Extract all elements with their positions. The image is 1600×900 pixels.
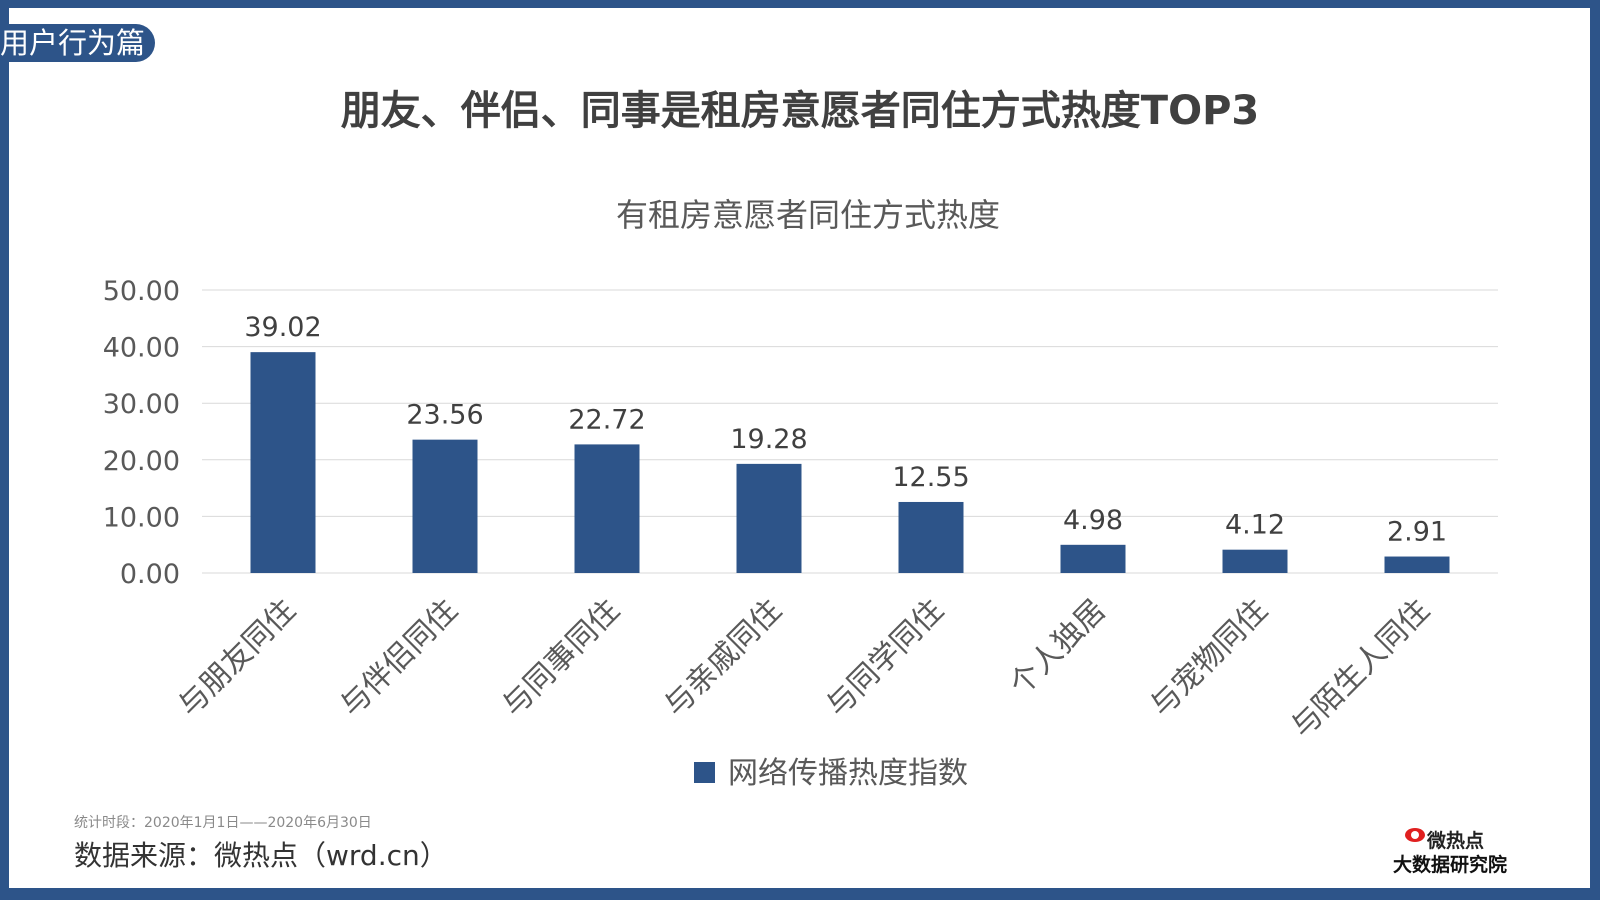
category-label: 与同事同住 xyxy=(496,593,627,724)
bar xyxy=(1384,556,1450,573)
stat-period: 统计时段：2020年1月1日——2020年6月30日 xyxy=(74,815,372,831)
bar xyxy=(250,352,316,573)
category-label: 与陌生人同住 xyxy=(1285,593,1437,745)
bar xyxy=(1060,544,1126,573)
y-tick-label: 30.00 xyxy=(103,389,180,420)
bar xyxy=(1222,549,1288,573)
bar xyxy=(898,501,964,573)
chart-title: 有租房意愿者同住方式热度 xyxy=(616,196,1000,234)
category-label: 与朋友同住 xyxy=(172,593,303,724)
logo-subtext: 大数据研究院 xyxy=(1393,854,1508,876)
section-badge: 用户行为篇 xyxy=(0,24,156,62)
y-tick-label: 10.00 xyxy=(103,502,180,533)
eye-logo-icon xyxy=(1405,828,1425,842)
category-label: 与宠物同住 xyxy=(1144,593,1275,724)
y-tick-label: 0.00 xyxy=(120,559,180,590)
logo-text: 微热点 xyxy=(1427,830,1485,852)
legend-swatch xyxy=(694,762,715,783)
data-label: 12.55 xyxy=(892,462,969,493)
category-label: 与亲戚同住 xyxy=(658,593,789,724)
weiredian-logo: 微热点 大数据研究院 xyxy=(1393,826,1555,876)
y-tick-label: 50.00 xyxy=(103,276,180,307)
data-label: 4.98 xyxy=(1063,505,1123,536)
data-source: 数据来源：微热点（wrd.cn） xyxy=(74,839,448,872)
y-tick-label: 40.00 xyxy=(103,333,180,364)
bar xyxy=(736,463,802,573)
page-title: 朋友、伴侣、同事是租房意愿者同住方式热度TOP3 xyxy=(340,88,1260,134)
bar xyxy=(574,444,640,573)
data-label: 19.28 xyxy=(730,424,807,455)
data-label: 2.91 xyxy=(1387,517,1447,548)
legend-label: 网络传播热度指数 xyxy=(728,756,968,791)
data-label: 4.12 xyxy=(1225,510,1285,541)
data-label: 22.72 xyxy=(568,404,645,435)
data-label: 39.02 xyxy=(244,312,321,343)
category-label: 与伴侣同住 xyxy=(334,593,465,724)
data-label: 23.56 xyxy=(406,400,483,431)
category-label: 个人独居 xyxy=(1003,593,1113,703)
category-label: 与同学同住 xyxy=(820,593,951,724)
bar xyxy=(412,439,478,573)
y-tick-label: 20.00 xyxy=(103,446,180,477)
